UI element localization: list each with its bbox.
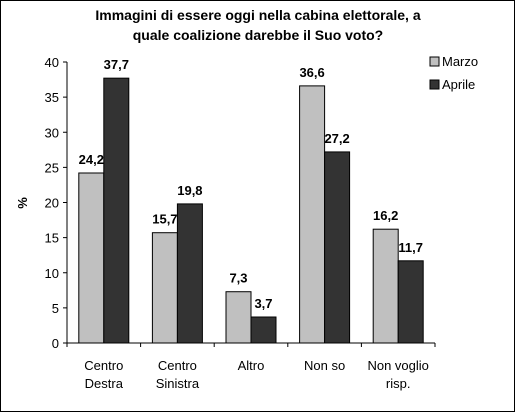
x-category-label: Non voglio	[367, 358, 428, 373]
bar-aprile-3	[324, 151, 351, 344]
y-tick-label: 20	[45, 196, 59, 211]
bar-aprile-2	[250, 316, 277, 344]
data-label: 36,6	[299, 65, 324, 80]
x-category-label: Centro	[84, 358, 123, 373]
y-tick-label: 10	[45, 266, 59, 281]
bar-marzo-1	[151, 232, 178, 344]
y-tick-label: 0	[52, 336, 59, 351]
x-category-label: risp.	[386, 376, 411, 391]
y-tick-label: 35	[45, 90, 59, 105]
data-label: 3,7	[254, 296, 272, 311]
data-label: 11,7	[398, 240, 423, 255]
x-category-label: Centro	[158, 358, 197, 373]
bar-marzo-2	[225, 291, 252, 344]
data-label: 37,7	[104, 57, 129, 72]
bar-marzo-0	[78, 172, 105, 344]
bar-marzo-3	[299, 85, 326, 344]
data-label: 7,3	[229, 271, 247, 286]
legend-swatch-aprile	[429, 79, 440, 90]
legend-label-aprile: Aprile	[442, 77, 475, 92]
legend-swatch-marzo	[429, 56, 440, 67]
data-label: 19,8	[177, 183, 202, 198]
chart-title-line: Immagini di essere oggi nella cabina ele…	[95, 7, 420, 23]
y-tick-label: 25	[45, 160, 59, 175]
data-label: 27,2	[324, 131, 349, 146]
bar-aprile-1	[176, 203, 203, 344]
x-category-label: Sinistra	[156, 376, 200, 391]
y-axis-label: %	[15, 197, 30, 209]
bar-aprile-4	[397, 260, 424, 344]
chart-title-line: quale coalizione darebbe il Suo voto?	[133, 27, 383, 43]
x-category-label: Non so	[304, 358, 345, 373]
y-tick-label: 15	[45, 231, 59, 246]
data-label: 16,2	[373, 208, 398, 223]
bar-marzo-4	[372, 228, 399, 344]
bar-aprile-0	[103, 77, 130, 344]
data-label: 24,2	[79, 152, 104, 167]
y-tick-label: 30	[45, 125, 59, 140]
y-tick-label: 5	[52, 301, 59, 316]
data-label: 15,7	[152, 212, 177, 227]
legend-label-marzo: Marzo	[442, 54, 478, 69]
y-tick-label: 40	[45, 55, 59, 70]
x-category-label: Altro	[238, 358, 265, 373]
x-category-label: Destra	[85, 376, 124, 391]
